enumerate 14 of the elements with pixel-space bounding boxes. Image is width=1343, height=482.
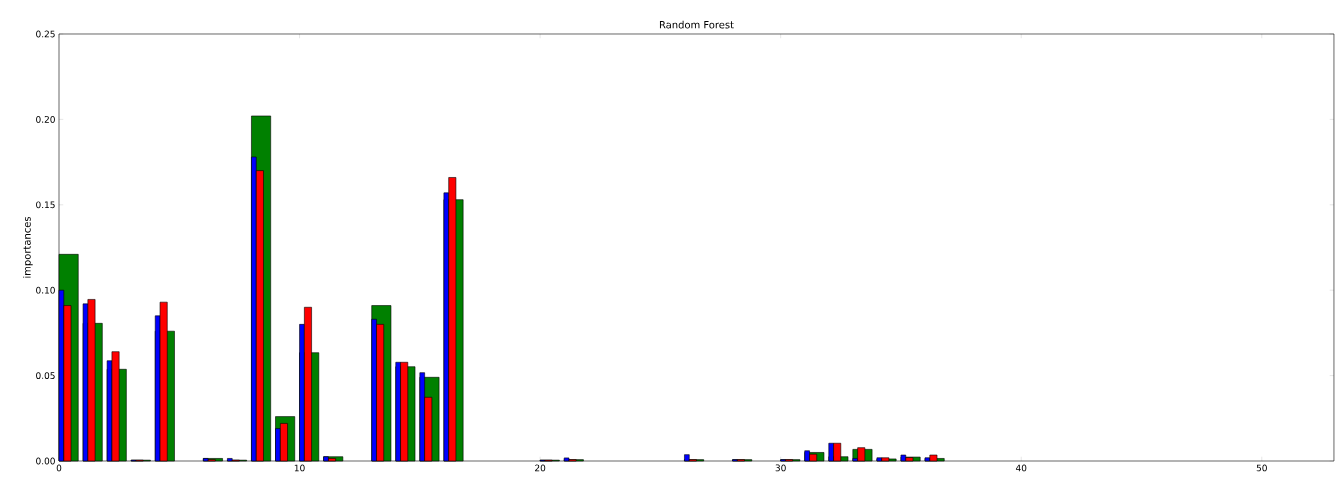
x-tick-label: 0 <box>56 464 62 472</box>
x-tick-label: 10 <box>294 464 305 472</box>
x-tick-label: 40 <box>1015 464 1027 472</box>
x-tick-label: 50 <box>1256 464 1267 472</box>
y-tick-label: 0.10 <box>36 286 55 294</box>
chart-title: Random Forest <box>659 20 734 29</box>
y-tick-label: 0.15 <box>36 201 55 209</box>
y-tick-label: 0.00 <box>36 457 55 465</box>
x-tick-label: 30 <box>775 464 786 472</box>
y-tick-label: 0.25 <box>36 30 55 38</box>
x-tick-label: 20 <box>535 464 546 472</box>
y-axis-title: importances <box>23 216 33 278</box>
y-tick-label: 0.20 <box>36 116 55 123</box>
y-tick-label: 0.05 <box>36 372 55 379</box>
